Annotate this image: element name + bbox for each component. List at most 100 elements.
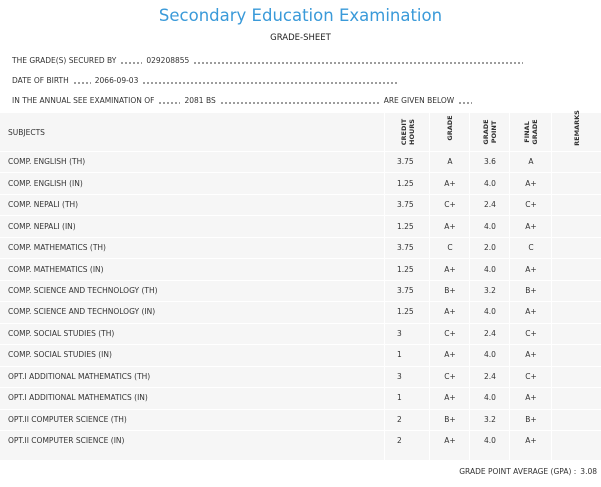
column-header: SUBJECTS: [8, 127, 45, 137]
subtitle: GRADE-SHEET: [270, 33, 331, 43]
row-divider: [0, 151, 601, 152]
row-divider: [0, 344, 601, 346]
grade-cell: 2.4: [484, 328, 496, 338]
info-label: THE GRADE(S) SECURED BY: [12, 55, 117, 65]
subject: OPT.II COMPUTER SCIENCE (TH): [8, 414, 127, 424]
grade-cell: 4.0: [484, 393, 496, 403]
column-divider: [469, 113, 470, 460]
grade-cell: 1.25: [397, 307, 414, 317]
grade-cell: C+: [444, 371, 456, 381]
grade-cell: 2.4: [484, 371, 496, 381]
row-divider: [0, 193, 601, 195]
row-divider: [0, 365, 601, 367]
column-header: REMARKS: [572, 110, 581, 146]
grade-cell: B+: [444, 285, 456, 295]
grade-cell: A+: [444, 436, 456, 446]
subject: OPT.I ADDITIONAL MATHEMATICS (TH): [8, 371, 151, 381]
grade-cell: B+: [525, 285, 537, 295]
grade-cell: C: [528, 243, 534, 253]
grade-cell: 1.25: [397, 178, 414, 188]
grade-cell: A+: [444, 307, 456, 317]
grade-cell: A+: [525, 393, 537, 403]
grade-cell: 3.75: [397, 157, 414, 167]
grade-cell: 2: [397, 414, 402, 424]
column-divider: [509, 113, 510, 460]
grade-table: SUBJECTS CREDIT HOURS GRADE GRADE POINT FINA…: [0, 110, 601, 460]
leader: [458, 101, 473, 104]
subject: COMP. SCIENCE AND TECHNOLOGY (TH): [8, 285, 158, 295]
grade-cell: 4.0: [484, 350, 496, 360]
grade-cell: 2.4: [484, 200, 496, 210]
subject: COMP. MATHEMATICS (IN): [8, 264, 104, 274]
grade-cell: B+: [444, 414, 456, 424]
grade-cell: 2.0: [484, 243, 496, 253]
grade-cell: 1.25: [397, 264, 414, 274]
grade-cell: 3.75: [397, 200, 414, 210]
grade-cell: B+: [525, 414, 537, 424]
row-divider: [0, 258, 601, 260]
grade-cell: 2: [397, 436, 402, 446]
leader: [193, 61, 524, 64]
info-value: 2081 BS: [184, 95, 216, 105]
grade-cell: 3.75: [397, 285, 414, 295]
column-header: GRADE POINT: [482, 119, 498, 145]
info-suffix: ARE GIVEN BELOW: [383, 95, 455, 105]
grade-cell: 3: [397, 371, 402, 381]
leader: [72, 81, 91, 84]
grade-cell: C+: [444, 200, 456, 210]
subject: COMP. MATHEMATICS (TH): [8, 243, 106, 253]
subject: COMP. ENGLISH (TH): [8, 157, 86, 167]
subject: COMP. SCIENCE AND TECHNOLOGY (IN): [8, 307, 156, 317]
grade-cell: 3.2: [484, 285, 496, 295]
grade-cell: C: [447, 243, 453, 253]
grade-cell: A+: [525, 307, 537, 317]
subject: COMP. NEPALI (TH): [8, 200, 79, 210]
grade-cell: 1.25: [397, 221, 414, 231]
column-divider: [551, 113, 552, 460]
grade-cell: 4.0: [484, 264, 496, 274]
grade-cell: 3.2: [484, 414, 496, 424]
info-line: IN THE ANNUAL SEE EXAMINATION OF 2081 BS A…: [12, 94, 592, 106]
info-value: 029208855: [146, 55, 190, 65]
leader: [120, 61, 143, 64]
grade-cell: 4.0: [484, 221, 496, 231]
grade-cell: A+: [444, 178, 456, 188]
grade-cell: 3.75: [397, 243, 414, 253]
grade-cell: A: [447, 157, 453, 167]
grade-cell: A+: [525, 221, 537, 231]
grade-cell: A+: [444, 350, 456, 360]
grade-cell: A+: [444, 264, 456, 274]
grade-cell: C+: [525, 328, 537, 338]
leader: [142, 81, 398, 84]
grade-cell: A+: [444, 393, 456, 403]
column-header: GRADE: [446, 115, 454, 141]
row-divider: [0, 172, 601, 174]
row-divider: [0, 322, 601, 324]
row-divider: [0, 429, 601, 431]
subject: OPT.II COMPUTER SCIENCE (IN): [8, 436, 125, 446]
leader: [158, 101, 181, 104]
subject: COMP. NEPALI (IN): [8, 221, 76, 231]
leader: [219, 101, 380, 104]
row-divider: [0, 408, 601, 410]
grade-cell: A+: [444, 221, 456, 231]
column-divider: [384, 113, 385, 460]
gpa-label: GRADE POINT AVERAGE (GPA) :: [459, 467, 577, 476]
title: Secondary Education Examination: [158, 6, 443, 25]
info-label: IN THE ANNUAL SEE EXAMINATION OF: [12, 95, 155, 105]
grade-cell: A+: [525, 436, 537, 446]
grade-cell: 4.0: [484, 178, 496, 188]
info-line: DATE OF BIRTH 2066-09-03: [12, 74, 592, 86]
subject: COMP. ENGLISH (IN): [8, 178, 83, 188]
column-divider: [429, 113, 430, 460]
row-divider: [0, 215, 601, 217]
info-line: THE GRADE(S) SECURED BY 029208855: [12, 54, 592, 66]
grade-cell: 4.0: [484, 436, 496, 446]
row-divider: [0, 387, 601, 389]
grade-cell: 3: [397, 328, 402, 338]
column-header: FINAL GRADE: [523, 119, 539, 145]
grade-cell: A: [528, 157, 534, 167]
grade-cell: A+: [525, 264, 537, 274]
column-header: CREDIT HOURS: [399, 118, 416, 146]
